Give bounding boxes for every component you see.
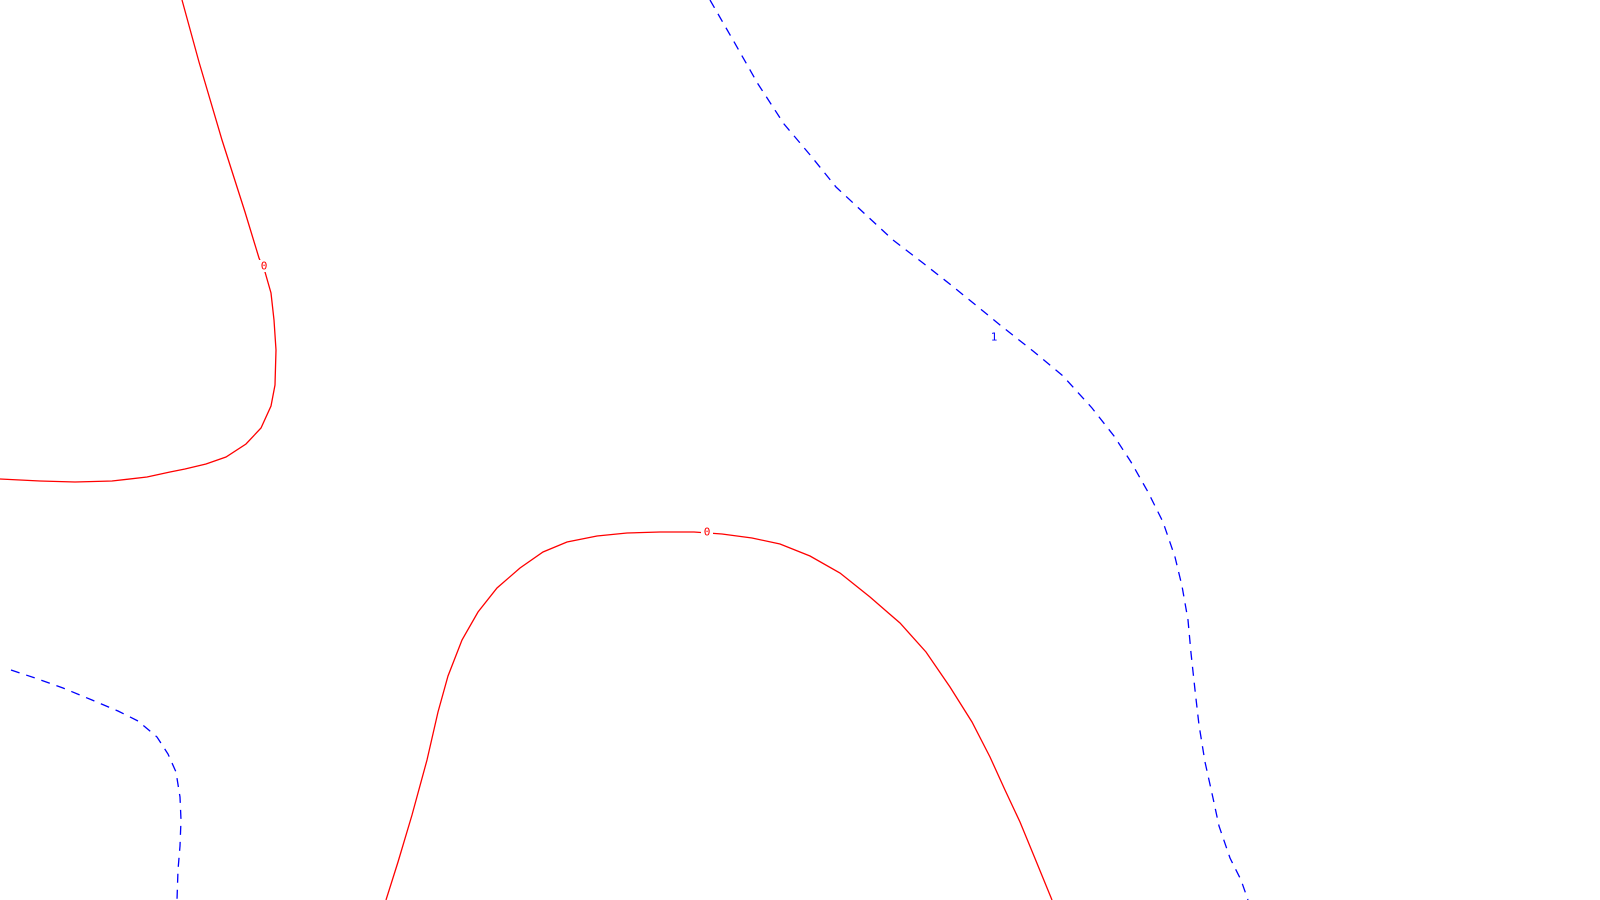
contour-label-level-1-diagonal: 1 [991,331,998,344]
contour-label-group-diagonal: 1 [988,331,1000,344]
contour-line-level-0-lower-arch [385,531,1053,900]
label-halo [701,526,713,538]
contour-line-level-1-diagonal [709,0,1249,900]
label-halo [988,331,1000,343]
contour-label-level-0-lower-arch: 0 [704,526,711,539]
contour-line-level-0-upper-left [0,0,277,483]
label-halo [258,260,270,272]
contour-label-level-0-upper-left: 0 [261,260,268,273]
contour-label-group-lower-arch: 0 [701,526,713,539]
contour-label-group-upper-left: 0 [258,260,270,273]
